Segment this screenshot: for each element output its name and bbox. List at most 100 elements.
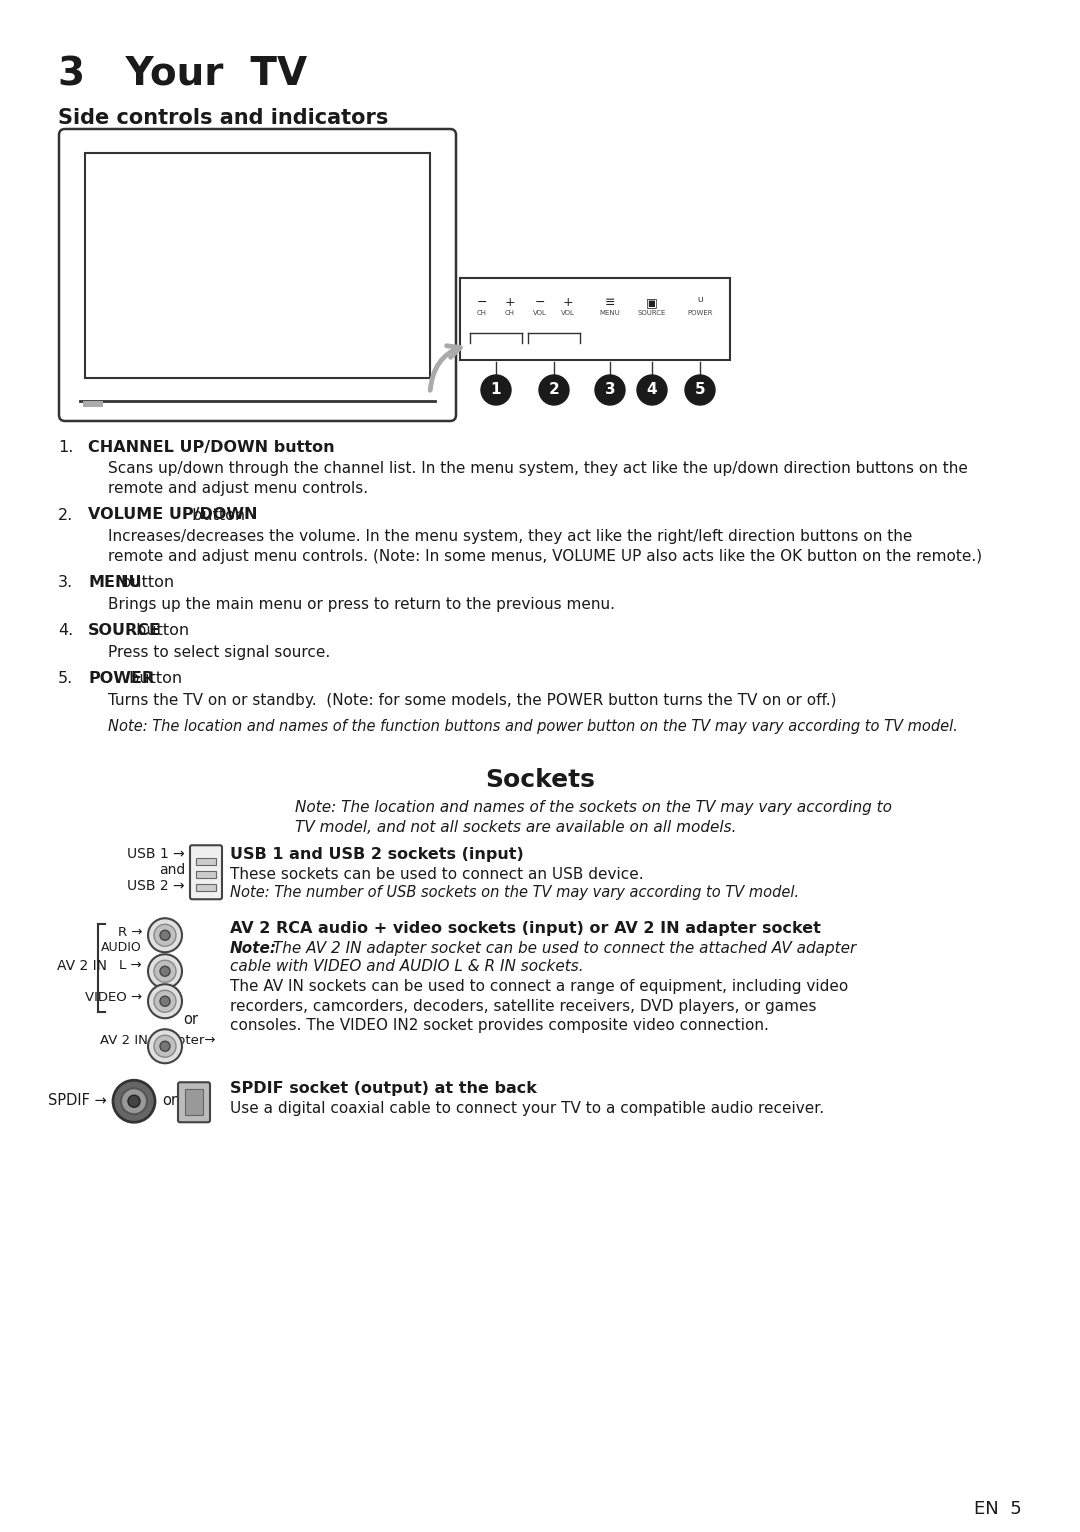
Text: 5: 5 [694, 383, 705, 397]
Text: AV 2 IN adapter→: AV 2 IN adapter→ [100, 1034, 216, 1048]
Text: Turns the TV on or standby.  (Note: for some models, the POWER button turns the : Turns the TV on or standby. (Note: for s… [108, 692, 837, 708]
Text: +: + [563, 296, 573, 309]
Text: Increases/decreases the volume. In the menu system, they act like the right/left: Increases/decreases the volume. In the m… [108, 529, 913, 544]
Circle shape [685, 375, 715, 404]
Text: USB 1 →: USB 1 → [127, 847, 185, 861]
Circle shape [148, 918, 183, 953]
Text: −: − [476, 296, 487, 309]
Text: 3   Your  TV: 3 Your TV [58, 55, 307, 93]
Text: button: button [117, 574, 175, 590]
Text: cable with VIDEO and AUDIO L & R IN sockets.: cable with VIDEO and AUDIO L & R IN sock… [230, 959, 583, 974]
Bar [195, 858, 216, 866]
Text: Press to select signal source.: Press to select signal source. [108, 645, 330, 659]
Text: or: or [183, 1013, 198, 1028]
Bar [460, 277, 730, 360]
Text: 2: 2 [549, 383, 559, 397]
Text: consoles. The VIDEO IN2 socket provides composite video connection.: consoles. The VIDEO IN2 socket provides … [230, 1019, 769, 1033]
Text: CHANNEL UP/DOWN button: CHANNEL UP/DOWN button [87, 440, 335, 455]
Circle shape [148, 1030, 183, 1063]
Text: SOURCE: SOURCE [638, 309, 666, 316]
Circle shape [481, 375, 511, 404]
Bar [85, 153, 430, 378]
Text: ≡: ≡ [605, 296, 616, 309]
Text: button: button [131, 624, 189, 637]
Text: USB 1 and USB 2 sockets (input): USB 1 and USB 2 sockets (input) [230, 847, 524, 863]
Text: Note: The number of USB sockets on the TV may vary according to TV model.: Note: The number of USB sockets on the T… [230, 885, 799, 901]
Text: MENU: MENU [87, 574, 141, 590]
Bar [185, 1089, 203, 1115]
Text: +: + [504, 296, 515, 309]
Circle shape [539, 375, 569, 404]
Text: 4.: 4. [58, 624, 73, 637]
Text: 2.: 2. [58, 507, 73, 522]
Circle shape [113, 1080, 156, 1123]
FancyArrowPatch shape [430, 346, 460, 391]
Circle shape [160, 1042, 170, 1051]
Text: 3.: 3. [58, 574, 73, 590]
Text: button: button [188, 507, 245, 522]
Text: MENU: MENU [599, 309, 620, 316]
Text: Brings up the main menu or press to return to the previous menu.: Brings up the main menu or press to retu… [108, 596, 615, 611]
Text: AUDIO: AUDIO [102, 941, 141, 954]
Text: SPDIF →: SPDIF → [49, 1094, 107, 1108]
Circle shape [148, 984, 183, 1019]
Circle shape [160, 996, 170, 1007]
Text: VIDEO →: VIDEO → [85, 991, 141, 1005]
Circle shape [154, 990, 176, 1013]
Text: VOL: VOL [534, 309, 546, 316]
Text: These sockets can be used to connect an USB device.: These sockets can be used to connect an … [230, 867, 644, 882]
Circle shape [595, 375, 625, 404]
Circle shape [154, 924, 176, 947]
FancyBboxPatch shape [190, 846, 222, 899]
Circle shape [154, 961, 176, 982]
Text: ▣: ▣ [646, 296, 658, 309]
Text: Use a digital coaxial cable to connect your TV to a compatible audio receiver.: Use a digital coaxial cable to connect y… [230, 1102, 824, 1117]
Text: and: and [159, 863, 185, 878]
Text: USB 2 →: USB 2 → [127, 879, 185, 893]
Text: R →: R → [118, 927, 141, 939]
Bar [195, 872, 216, 878]
FancyBboxPatch shape [59, 129, 456, 421]
Text: L →: L → [120, 959, 141, 973]
Text: 1: 1 [490, 383, 501, 397]
Text: EN  5: EN 5 [974, 1500, 1022, 1518]
Bar [83, 401, 103, 408]
Text: 5.: 5. [58, 671, 73, 686]
FancyBboxPatch shape [178, 1082, 210, 1123]
Circle shape [160, 930, 170, 941]
Text: Sockets: Sockets [485, 768, 595, 792]
Text: remote and adjust menu controls.: remote and adjust menu controls. [108, 481, 368, 496]
Bar [195, 884, 216, 892]
Text: button: button [123, 671, 181, 686]
Circle shape [160, 967, 170, 976]
Text: VOL: VOL [562, 309, 575, 316]
Circle shape [121, 1088, 147, 1114]
Circle shape [148, 954, 183, 988]
Text: SPDIF socket (output) at the back: SPDIF socket (output) at the back [230, 1082, 537, 1097]
Text: Note: The location and names of the function buttons and power button on the TV : Note: The location and names of the func… [108, 719, 958, 734]
Text: 1.: 1. [58, 440, 73, 455]
Text: −: − [535, 296, 545, 309]
Text: TV model, and not all sockets are available on all models.: TV model, and not all sockets are availa… [295, 820, 737, 835]
Text: CH: CH [477, 309, 487, 316]
Text: SOURCE: SOURCE [87, 624, 161, 637]
Text: recorders, camcorders, decoders, satellite receivers, DVD players, or games: recorders, camcorders, decoders, satelli… [230, 999, 816, 1014]
Text: or: or [162, 1094, 177, 1108]
Circle shape [637, 375, 667, 404]
Text: Scans up/down through the channel list. In the menu system, they act like the up: Scans up/down through the channel list. … [108, 461, 968, 476]
Text: POWER: POWER [87, 671, 154, 686]
Text: Note:: Note: [230, 941, 276, 956]
Circle shape [129, 1095, 140, 1108]
Text: remote and adjust menu controls. (Note: In some menus, VOLUME UP also acts like : remote and adjust menu controls. (Note: … [108, 548, 982, 564]
Text: AV 2 IN: AV 2 IN [57, 959, 107, 973]
Text: Note: The location and names of the sockets on the TV may vary according to: Note: The location and names of the sock… [295, 800, 892, 815]
Text: VOLUME UP/DOWN: VOLUME UP/DOWN [87, 507, 257, 522]
Text: AV 2 RCA audio + video sockets (input) or AV 2 IN adapter socket: AV 2 RCA audio + video sockets (input) o… [230, 921, 821, 936]
Text: The AV 2 IN adapter socket can be used to connect the attached AV adapter: The AV 2 IN adapter socket can be used t… [268, 941, 856, 956]
Circle shape [154, 1036, 176, 1057]
Text: POWER: POWER [687, 309, 713, 316]
Text: Side controls and indicators: Side controls and indicators [58, 107, 389, 129]
Text: The AV IN sockets can be used to connect a range of equipment, including video: The AV IN sockets can be used to connect… [230, 979, 848, 994]
Text: CH: CH [505, 309, 515, 316]
Text: ᵁ: ᵁ [698, 296, 703, 309]
